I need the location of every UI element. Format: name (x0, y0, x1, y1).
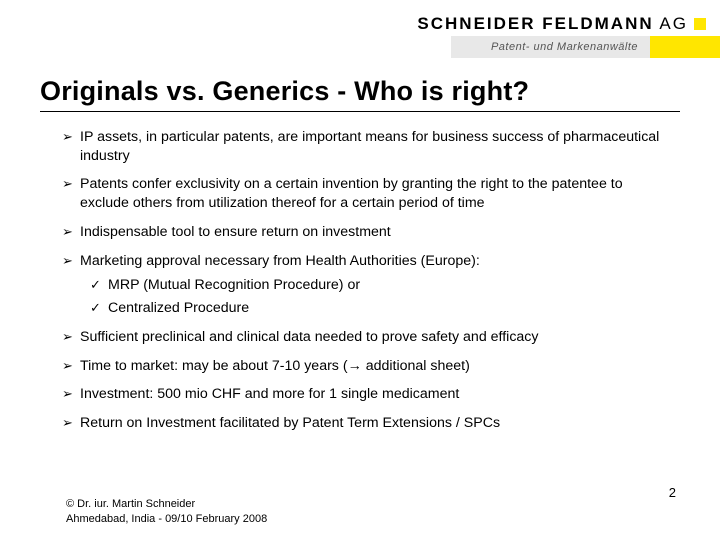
sub-bullet-group: MRP (Mutual Recognition Procedure) or Ce… (62, 276, 672, 317)
header-logo-block: SCHNEIDER FELDMANN AG Patent- und Marken… (340, 0, 720, 58)
bullet-text: Return on Investment facilitated by Pate… (80, 415, 500, 431)
header-company-row: SCHNEIDER FELDMANN AG (340, 14, 720, 34)
footer-copyright: © Dr. iur. Martin Schneider (66, 497, 267, 511)
company-name-bold: SCHNEIDER FELDMANN (417, 14, 653, 33)
bullet-level2: MRP (Mutual Recognition Procedure) or (90, 276, 672, 295)
bullet-text: Centralized Procedure (108, 300, 249, 316)
bullet-level1: Investment: 500 mio CHF and more for 1 s… (62, 385, 672, 404)
header-tagline-row: Patent- und Markenanwälte (340, 36, 720, 58)
bullet-text: Investment: 500 mio CHF and more for 1 s… (80, 386, 459, 402)
bullet-text: Marketing approval necessary from Health… (80, 253, 480, 269)
yellow-square-icon (694, 18, 706, 30)
bullet-level1: IP assets, in particular patents, are im… (62, 128, 672, 165)
yellow-block-icon (650, 36, 720, 58)
bullet-level1: Sufficient preclinical and clinical data… (62, 328, 672, 347)
company-name: SCHNEIDER FELDMANN AG (417, 14, 688, 34)
bullet-level1: Time to market: may be about 7-10 years … (62, 357, 672, 376)
company-tagline: Patent- und Markenanwälte (451, 36, 650, 58)
bullet-level1: Indispensable tool to ensure return on i… (62, 223, 672, 242)
slide-footer: © Dr. iur. Martin Schneider Ahmedabad, I… (66, 497, 267, 526)
footer-location-date: Ahmedabad, India - 09/10 February 2008 (66, 512, 267, 526)
bullet-level1: Patents confer exclusivity on a certain … (62, 175, 672, 212)
bullet-text: IP assets, in particular patents, are im… (80, 129, 659, 164)
bullet-text: Patents confer exclusivity on a certain … (80, 176, 623, 211)
bullet-text: Time to market: may be about 7-10 years … (80, 358, 470, 374)
company-name-light: AG (654, 14, 688, 33)
bullet-level1: Return on Investment facilitated by Pate… (62, 414, 672, 433)
bullet-text: Sufficient preclinical and clinical data… (80, 329, 539, 345)
page-number: 2 (669, 485, 676, 500)
bullet-text: Indispensable tool to ensure return on i… (80, 224, 391, 240)
bullet-level2: Centralized Procedure (90, 299, 672, 318)
slide-title: Originals vs. Generics - Who is right? (40, 76, 680, 112)
bullet-text: MRP (Mutual Recognition Procedure) or (108, 277, 360, 293)
bullet-level1: Marketing approval necessary from Health… (62, 252, 672, 271)
slide-content: IP assets, in particular patents, are im… (62, 128, 672, 443)
